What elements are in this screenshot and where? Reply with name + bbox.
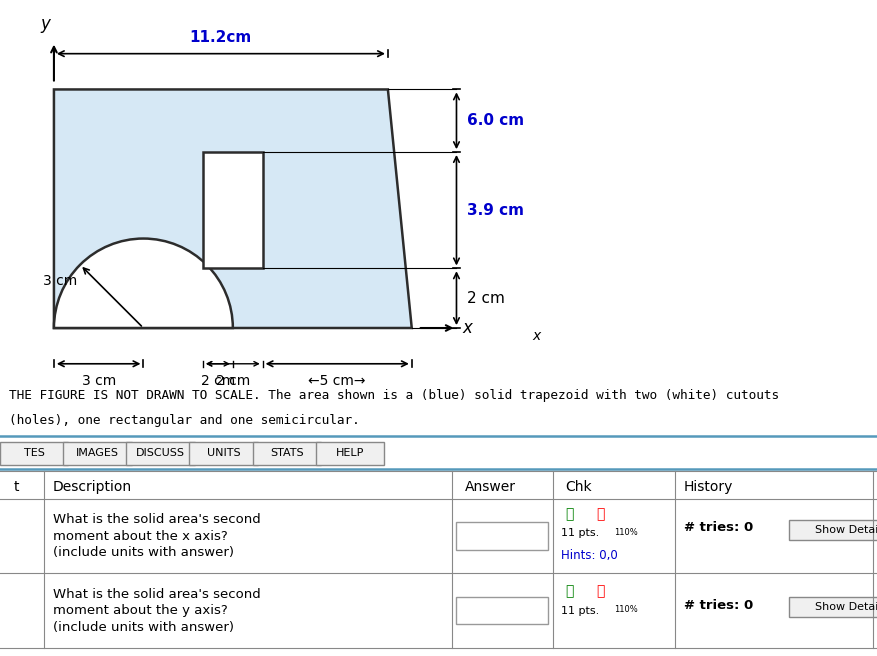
Text: IMAGES: IMAGES: [75, 449, 119, 459]
Text: (holes), one rectangular and one semicircular.: (holes), one rectangular and one semicir…: [9, 413, 360, 426]
FancyBboxPatch shape: [789, 597, 877, 617]
Text: UNITS: UNITS: [207, 449, 240, 459]
Text: Show Details: Show Details: [815, 602, 877, 612]
Bar: [203, 152, 262, 268]
Text: 3.9 cm: 3.9 cm: [467, 203, 524, 218]
Text: HELP: HELP: [336, 449, 364, 459]
Text: What is the solid area's second: What is the solid area's second: [53, 588, 260, 600]
Text: 👎: 👎: [596, 584, 605, 598]
Text: Description: Description: [53, 480, 132, 493]
Text: 2 cm: 2 cm: [201, 374, 235, 388]
Text: 11.2cm: 11.2cm: [189, 30, 252, 45]
Polygon shape: [53, 89, 412, 328]
Text: ←5 cm→: ←5 cm→: [309, 374, 366, 388]
FancyBboxPatch shape: [253, 443, 321, 464]
Text: 6.0 cm: 6.0 cm: [467, 113, 524, 129]
Text: x: x: [462, 319, 473, 337]
Text: Show Details: Show Details: [815, 525, 877, 535]
Text: 110%: 110%: [614, 605, 638, 613]
Text: x: x: [532, 329, 541, 344]
Text: 3 cm: 3 cm: [82, 374, 116, 388]
FancyBboxPatch shape: [789, 520, 877, 541]
FancyBboxPatch shape: [456, 597, 548, 625]
Text: STATS: STATS: [270, 449, 303, 459]
Text: 3 cm: 3 cm: [43, 274, 77, 289]
FancyBboxPatch shape: [63, 443, 132, 464]
FancyBboxPatch shape: [456, 522, 548, 550]
Text: (include units with answer): (include units with answer): [53, 546, 233, 559]
FancyBboxPatch shape: [126, 443, 195, 464]
Text: Chk: Chk: [566, 480, 592, 493]
Text: TES: TES: [24, 449, 45, 459]
FancyBboxPatch shape: [189, 443, 258, 464]
Text: 2 cm: 2 cm: [467, 291, 505, 306]
Text: History: History: [684, 480, 733, 493]
Text: 👎: 👎: [596, 507, 605, 521]
Text: DISCUSS: DISCUSS: [136, 449, 185, 459]
Text: 11 pts.: 11 pts.: [561, 528, 600, 539]
FancyBboxPatch shape: [0, 443, 68, 464]
Text: Hints: 0,0: Hints: 0,0: [561, 549, 618, 562]
Text: moment about the x axis?: moment about the x axis?: [53, 529, 227, 543]
Text: y: y: [40, 15, 50, 33]
Text: 2 cm: 2 cm: [216, 374, 250, 388]
Text: What is the solid area's second: What is the solid area's second: [53, 513, 260, 526]
Text: # tries: 0: # tries: 0: [684, 522, 753, 535]
FancyBboxPatch shape: [316, 443, 384, 464]
Text: 👍: 👍: [566, 584, 574, 598]
Text: 11 pts.: 11 pts.: [561, 605, 600, 615]
Text: 👍: 👍: [566, 507, 574, 521]
Text: 110%: 110%: [614, 527, 638, 537]
Wedge shape: [53, 239, 232, 328]
Text: t: t: [13, 480, 18, 493]
Text: # tries: 0: # tries: 0: [684, 598, 753, 611]
Text: THE FIGURE IS NOT DRAWN TO SCALE. The area shown is a (blue) solid trapezoid wit: THE FIGURE IS NOT DRAWN TO SCALE. The ar…: [9, 389, 779, 401]
Text: (include units with answer): (include units with answer): [53, 621, 233, 634]
Text: Answer: Answer: [465, 480, 516, 493]
Text: moment about the y axis?: moment about the y axis?: [53, 604, 227, 617]
